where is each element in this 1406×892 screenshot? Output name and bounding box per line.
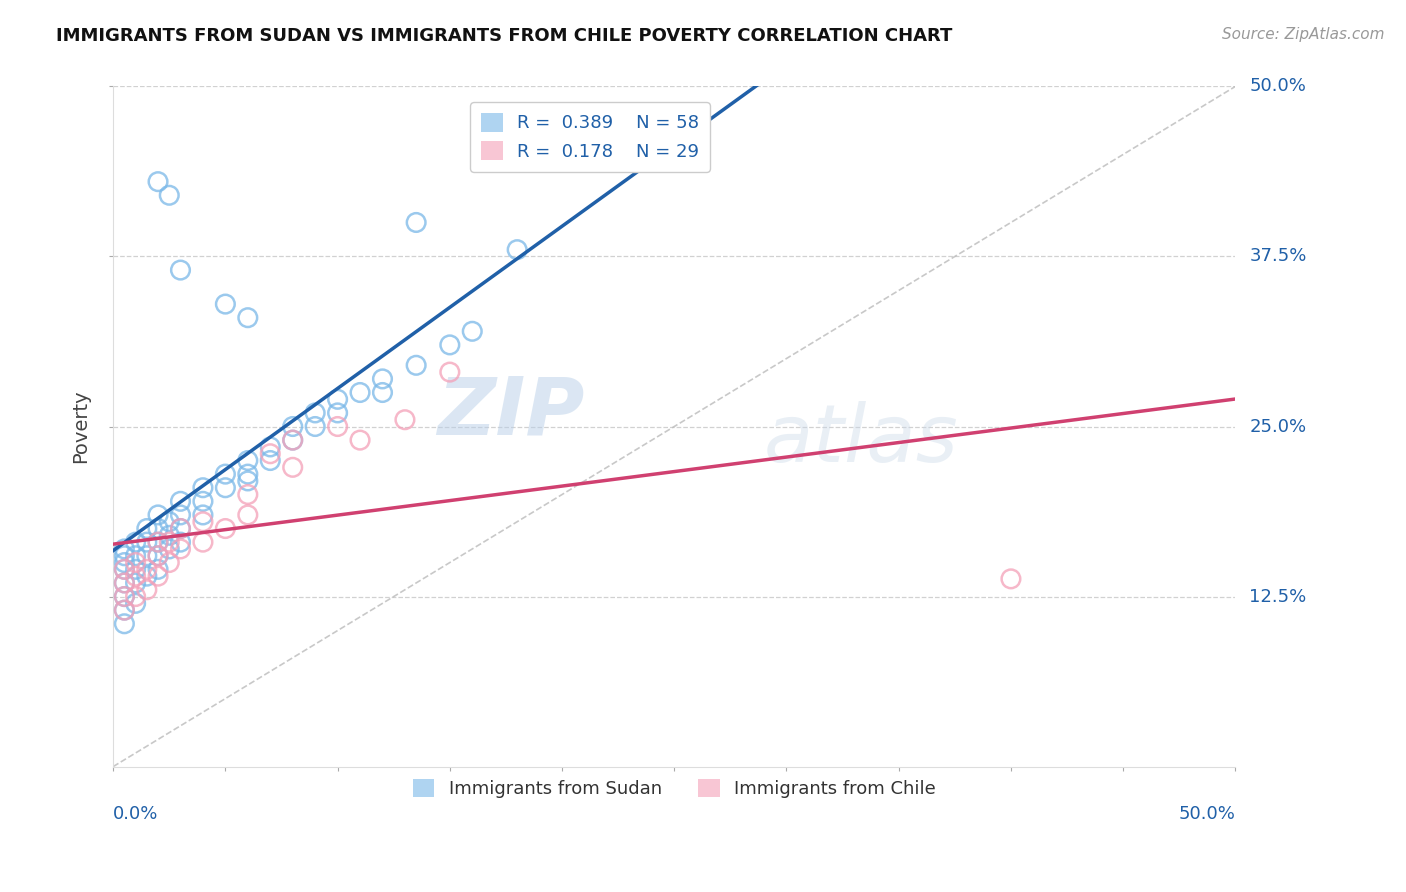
Point: [112, 603, 135, 617]
Point: [439, 338, 461, 352]
Point: [191, 481, 214, 495]
Text: 0.0%: 0.0%: [112, 805, 159, 823]
Point: [169, 522, 191, 536]
Point: [259, 440, 281, 454]
Point: [304, 419, 326, 434]
Point: [146, 562, 169, 576]
Point: [112, 576, 135, 591]
Point: [112, 562, 135, 576]
Point: [214, 467, 236, 482]
Point: [405, 215, 427, 229]
Point: [371, 385, 394, 400]
Point: [124, 590, 146, 604]
Point: [169, 541, 191, 556]
Point: [169, 522, 191, 536]
Point: [394, 413, 416, 427]
Text: 12.5%: 12.5%: [1250, 588, 1306, 606]
Point: [124, 596, 146, 610]
Text: atlas: atlas: [763, 401, 959, 479]
Point: [112, 549, 135, 563]
Text: 25.0%: 25.0%: [1250, 417, 1306, 435]
Point: [236, 310, 259, 325]
Point: [259, 447, 281, 461]
Point: [146, 508, 169, 522]
Point: [157, 515, 180, 529]
Legend: Immigrants from Sudan, Immigrants from Chile: Immigrants from Sudan, Immigrants from C…: [405, 772, 943, 805]
Point: [405, 359, 427, 373]
Y-axis label: Poverty: Poverty: [72, 390, 90, 463]
Point: [169, 263, 191, 277]
Point: [281, 419, 304, 434]
Point: [112, 616, 135, 631]
Text: Source: ZipAtlas.com: Source: ZipAtlas.com: [1222, 27, 1385, 42]
Point: [135, 535, 157, 549]
Point: [281, 433, 304, 447]
Point: [146, 569, 169, 583]
Text: 37.5%: 37.5%: [1250, 247, 1306, 266]
Point: [191, 515, 214, 529]
Point: [135, 522, 157, 536]
Point: [124, 556, 146, 570]
Point: [191, 494, 214, 508]
Point: [112, 556, 135, 570]
Point: [191, 508, 214, 522]
Point: [214, 522, 236, 536]
Point: [146, 175, 169, 189]
Point: [146, 535, 169, 549]
Point: [112, 576, 135, 591]
Point: [157, 528, 180, 542]
Point: [326, 419, 349, 434]
Point: [112, 590, 135, 604]
Point: [157, 188, 180, 202]
Point: [112, 603, 135, 617]
Point: [146, 522, 169, 536]
Point: [157, 556, 180, 570]
Point: [259, 453, 281, 467]
Point: [124, 569, 146, 583]
Point: [236, 467, 259, 482]
Text: ZIP: ZIP: [437, 374, 585, 452]
Point: [146, 549, 169, 563]
Point: [304, 406, 326, 420]
Point: [112, 541, 135, 556]
Text: 50.0%: 50.0%: [1250, 78, 1306, 95]
Point: [439, 365, 461, 379]
Point: [124, 535, 146, 549]
Point: [135, 549, 157, 563]
Point: [169, 494, 191, 508]
Text: IMMIGRANTS FROM SUDAN VS IMMIGRANTS FROM CHILE POVERTY CORRELATION CHART: IMMIGRANTS FROM SUDAN VS IMMIGRANTS FROM…: [56, 27, 953, 45]
Point: [124, 576, 146, 591]
Point: [135, 562, 157, 576]
Point: [281, 433, 304, 447]
Point: [124, 562, 146, 576]
Point: [326, 392, 349, 407]
Point: [349, 385, 371, 400]
Point: [236, 453, 259, 467]
Point: [157, 541, 180, 556]
Point: [157, 535, 180, 549]
Point: [112, 562, 135, 576]
Point: [214, 481, 236, 495]
Point: [236, 508, 259, 522]
Point: [236, 487, 259, 501]
Point: [506, 243, 529, 257]
Point: [461, 324, 484, 338]
Point: [236, 474, 259, 488]
Point: [135, 582, 157, 597]
Point: [169, 535, 191, 549]
Point: [124, 549, 146, 563]
Point: [146, 549, 169, 563]
Point: [191, 535, 214, 549]
Point: [1000, 572, 1022, 586]
Text: 50.0%: 50.0%: [1178, 805, 1236, 823]
Point: [146, 535, 169, 549]
Point: [281, 460, 304, 475]
Point: [349, 433, 371, 447]
Point: [326, 406, 349, 420]
Point: [112, 590, 135, 604]
Point: [371, 372, 394, 386]
Point: [214, 297, 236, 311]
Point: [135, 569, 157, 583]
Point: [169, 508, 191, 522]
